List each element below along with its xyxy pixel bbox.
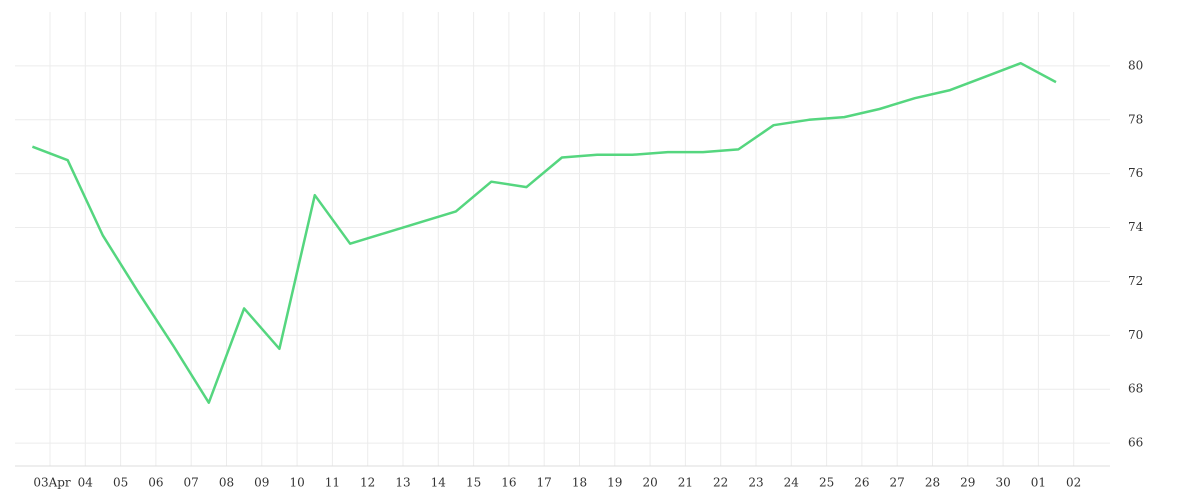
- x-tick-label: 01: [1031, 476, 1046, 490]
- x-tick-label: 23: [748, 476, 763, 490]
- x-tick-label: 22: [713, 476, 728, 490]
- x-tick-label: 03Apr: [33, 476, 71, 490]
- y-tick-label: 80: [1128, 58, 1143, 72]
- x-tick-label: 21: [678, 476, 693, 490]
- series-line: [31, 61, 1057, 404]
- x-tick-label: 06: [148, 476, 163, 490]
- y-tick-label: 70: [1128, 328, 1143, 342]
- x-tick-label: 12: [360, 476, 375, 490]
- x-tick-label: 04: [78, 476, 94, 490]
- x-tick-label: 29: [960, 476, 975, 490]
- x-tick-label: 05: [113, 476, 128, 490]
- x-tick-label: 26: [854, 476, 869, 490]
- x-tick-label: 20: [642, 476, 657, 490]
- x-tick-label: 08: [219, 476, 234, 490]
- x-tick-label: 17: [537, 476, 552, 490]
- x-tick-label: 28: [925, 476, 940, 490]
- x-tick-label: 24: [784, 476, 800, 490]
- y-tick-label: 66: [1128, 436, 1143, 450]
- x-tick-label: 16: [501, 476, 516, 490]
- x-tick-label: 27: [890, 476, 905, 490]
- x-tick-label: 10: [289, 476, 304, 490]
- x-tick-label: 02: [1066, 476, 1081, 490]
- x-tick-label: 14: [431, 476, 447, 490]
- x-tick-label: 09: [254, 476, 269, 490]
- x-tick-label: 07: [184, 476, 199, 490]
- x-tick-label: 25: [819, 476, 834, 490]
- x-tick-label: 13: [395, 476, 410, 490]
- x-tick-label: 19: [607, 476, 622, 490]
- y-tick-label: 74: [1128, 220, 1144, 234]
- x-tick-label: 15: [466, 476, 481, 490]
- y-tick-label: 78: [1128, 112, 1143, 126]
- y-tick-label: 76: [1128, 166, 1143, 180]
- y-tick-label: 72: [1128, 274, 1143, 288]
- x-tick-label: 30: [995, 476, 1010, 490]
- x-tick-label: 18: [572, 476, 587, 490]
- x-tick-label: 11: [325, 476, 340, 490]
- y-tick-label: 68: [1128, 382, 1143, 396]
